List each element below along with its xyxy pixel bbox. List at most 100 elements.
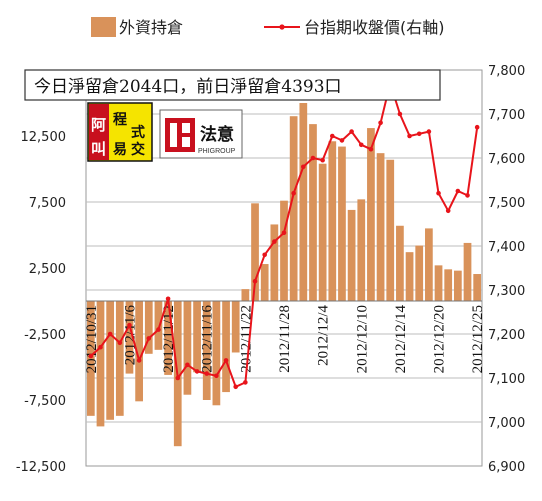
y-right-tick-label: 7,600	[488, 152, 525, 167]
bar	[463, 242, 472, 301]
price-point	[252, 278, 258, 284]
y-right-tick-label: 7,200	[488, 328, 525, 343]
price-point	[127, 322, 132, 328]
bar	[241, 289, 250, 301]
price-point	[416, 131, 422, 137]
bar	[453, 270, 462, 301]
x-tick-label: 2012/12/20	[432, 305, 448, 373]
x-tick-label: 2012/11/28	[277, 305, 293, 373]
y-left-tick-label: 7,500	[29, 196, 66, 211]
logo-right-sub: PHIGROUP	[198, 148, 236, 155]
price-point	[349, 129, 354, 134]
y-right-tick-label: 7,100	[488, 372, 525, 387]
price-point	[445, 208, 451, 214]
bar	[202, 301, 211, 400]
price-point	[436, 190, 441, 196]
bar	[289, 116, 298, 301]
price-point	[98, 344, 103, 350]
bar	[86, 301, 95, 416]
price-point	[194, 369, 200, 374]
line-series	[88, 80, 480, 390]
logo-right-name: 法意	[200, 124, 234, 145]
x-tick-label: 2012/11/6	[122, 305, 138, 366]
annotation-text: 今日淨留倉2044口，前日淨留倉4393口	[34, 77, 342, 97]
bar	[193, 301, 201, 373]
price-point	[88, 353, 94, 359]
bar	[154, 301, 163, 350]
bar	[125, 301, 134, 374]
bar	[231, 301, 240, 353]
price-point	[107, 331, 113, 337]
bar	[270, 224, 279, 301]
price-point	[329, 133, 335, 139]
price-point	[378, 120, 383, 126]
price-point	[455, 188, 461, 194]
price-point	[474, 124, 480, 130]
bar	[299, 103, 308, 301]
y-right-tick-label: 6,900	[488, 460, 525, 475]
bar	[415, 245, 424, 301]
price-point	[358, 142, 364, 148]
bar	[183, 301, 192, 395]
price-point	[368, 146, 374, 152]
bar	[106, 301, 115, 420]
y-left-tick-label: 2,500	[29, 262, 66, 277]
y-left-tick-label: -2,500	[24, 328, 66, 343]
price-point	[204, 371, 210, 376]
y-right-tick-label: 7,700	[488, 108, 525, 123]
bar	[222, 301, 230, 393]
price-point	[146, 336, 152, 341]
bar	[144, 301, 153, 354]
logo-left-char-4: 交	[131, 141, 145, 158]
bar	[473, 274, 482, 301]
price-point	[291, 190, 296, 196]
x-tick-label: 2012/12/25	[470, 305, 486, 373]
y-right-tick-label: 7,800	[488, 64, 525, 79]
logo-left-char-2: 式	[131, 124, 145, 141]
x-tick-label: 2012/10/31	[84, 305, 100, 373]
bar	[251, 203, 259, 301]
logo-left-char-6: 易	[113, 142, 127, 158]
y-right-tick-label: 7,000	[488, 416, 525, 431]
price-point	[272, 239, 277, 244]
x-tick-label: 2012/11/12	[161, 305, 177, 373]
price-point	[165, 296, 171, 302]
logo-left: 阿 叫 程 式 交 易	[87, 102, 153, 162]
y-left-tick-label: -12,500	[16, 460, 66, 475]
price-point	[407, 133, 412, 139]
bar	[260, 264, 269, 301]
legend: 外資持倉 台指期收盤價(右軸)	[91, 17, 445, 37]
bar	[376, 153, 385, 301]
price-point	[175, 375, 181, 381]
legend-line-label: 台指期收盤價(右軸)	[304, 18, 445, 37]
price-point	[262, 252, 267, 258]
bar	[357, 199, 366, 301]
price-point	[301, 164, 306, 170]
price-point	[233, 384, 239, 390]
bar	[405, 252, 414, 301]
x-tick-label: 2012/12/10	[354, 305, 370, 373]
bar	[164, 301, 172, 375]
bar	[96, 301, 105, 427]
y-left-tick-label: -7,500	[24, 394, 66, 409]
y-right-tick-label: 7,300	[488, 284, 525, 299]
price-point	[223, 358, 229, 363]
price-point	[320, 157, 325, 163]
price-point	[243, 380, 248, 385]
price-point	[465, 193, 470, 198]
bar	[367, 128, 375, 301]
y-left-tick-labels: -12,500 -7,500 -2,500 2,500 7,500 12,500	[16, 130, 66, 475]
price-point	[426, 129, 432, 134]
y-right-tick-label: 7,500	[488, 196, 525, 211]
price-point	[339, 138, 345, 143]
price-point	[117, 340, 123, 346]
price-point	[397, 111, 403, 117]
bar	[328, 141, 337, 301]
logo-left-char-a: 阿	[91, 116, 106, 134]
annotation-box: 今日淨留倉2044口，前日淨留倉4393口	[24, 69, 441, 101]
logo-left-char-b: 叫	[91, 140, 106, 158]
legend-bar-swatch	[91, 17, 116, 37]
bar	[434, 265, 443, 301]
bar	[338, 146, 346, 301]
